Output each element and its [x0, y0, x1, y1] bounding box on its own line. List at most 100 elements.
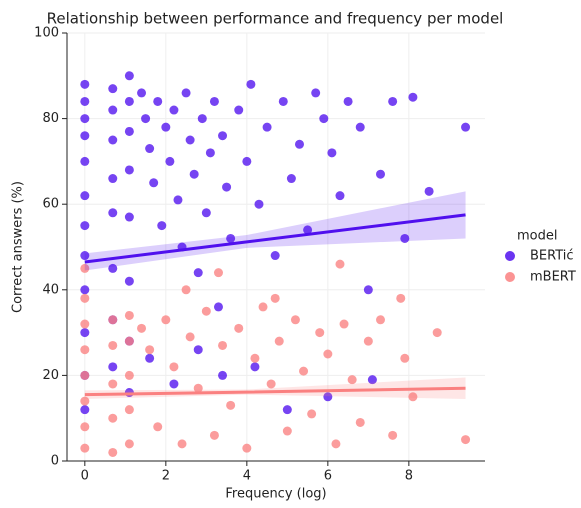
- point: [153, 422, 163, 432]
- point: [250, 353, 260, 363]
- point: [173, 195, 183, 205]
- point: [396, 293, 406, 303]
- point: [331, 439, 341, 449]
- point: [124, 276, 134, 286]
- legend-marker: [505, 251, 515, 261]
- point: [400, 233, 410, 243]
- point: [197, 114, 207, 124]
- point: [218, 340, 228, 350]
- point: [266, 379, 276, 389]
- point: [80, 251, 90, 261]
- point: [270, 251, 280, 261]
- point: [80, 285, 90, 295]
- point: [161, 315, 171, 325]
- y-tick-label: 0: [51, 454, 59, 469]
- point: [274, 336, 284, 346]
- point: [408, 392, 418, 402]
- point: [80, 319, 90, 329]
- point: [205, 148, 215, 158]
- point: [124, 126, 134, 136]
- point: [282, 405, 292, 415]
- point: [270, 293, 280, 303]
- point: [218, 131, 228, 141]
- point: [80, 293, 90, 303]
- point: [108, 263, 118, 273]
- point: [108, 105, 118, 115]
- point: [108, 315, 118, 325]
- point: [262, 122, 272, 132]
- point: [108, 447, 118, 457]
- point: [161, 122, 171, 132]
- legend-label: BERTić: [530, 249, 574, 264]
- point: [234, 105, 244, 115]
- point: [169, 105, 179, 115]
- point: [181, 88, 191, 98]
- point: [246, 79, 256, 89]
- point: [124, 96, 134, 106]
- x-axis-label: Frequency (log): [225, 487, 326, 502]
- point: [315, 328, 325, 338]
- point: [254, 199, 264, 209]
- point: [294, 139, 304, 149]
- point: [335, 191, 345, 201]
- y-axis-label: Correct answers (%): [11, 181, 26, 313]
- point: [137, 88, 147, 98]
- point: [108, 362, 118, 372]
- point: [124, 310, 134, 320]
- point: [165, 156, 175, 166]
- x-tick-label: 6: [324, 469, 332, 484]
- regression-line: [84, 386, 466, 397]
- point: [388, 430, 398, 440]
- point: [242, 443, 252, 453]
- point: [145, 345, 155, 355]
- point: [201, 306, 211, 316]
- point: [209, 96, 219, 106]
- point: [347, 375, 357, 385]
- legend-marker: [505, 272, 515, 282]
- point: [339, 319, 349, 329]
- point: [177, 439, 187, 449]
- legend-title: model: [517, 229, 557, 244]
- point: [193, 268, 203, 278]
- point: [124, 405, 134, 415]
- y-tick-label: 20: [42, 368, 59, 383]
- point: [124, 71, 134, 81]
- point: [141, 114, 151, 124]
- point: [108, 340, 118, 350]
- point: [124, 212, 134, 222]
- point: [108, 84, 118, 94]
- point: [307, 409, 317, 419]
- point: [185, 135, 195, 145]
- point: [299, 366, 309, 376]
- point: [461, 435, 471, 445]
- point: [432, 328, 442, 338]
- point: [250, 362, 260, 372]
- point: [319, 114, 329, 124]
- point: [290, 315, 300, 325]
- point: [234, 323, 244, 333]
- point: [303, 225, 313, 235]
- point: [258, 302, 268, 312]
- point: [311, 88, 321, 98]
- point: [400, 353, 410, 363]
- chart-title: Relationship between performance and fre…: [47, 10, 504, 28]
- point: [181, 285, 191, 295]
- point: [80, 405, 90, 415]
- point: [461, 122, 471, 132]
- point: [124, 165, 134, 175]
- point: [80, 345, 90, 355]
- y-tick-label: 60: [42, 197, 59, 212]
- point: [335, 259, 345, 269]
- point: [80, 328, 90, 338]
- point: [108, 135, 118, 145]
- point: [80, 396, 90, 406]
- point: [222, 182, 232, 192]
- point: [363, 336, 373, 346]
- point: [343, 96, 353, 106]
- point: [80, 422, 90, 432]
- point: [124, 439, 134, 449]
- point: [169, 362, 179, 372]
- point: [145, 144, 155, 154]
- point: [376, 169, 385, 179]
